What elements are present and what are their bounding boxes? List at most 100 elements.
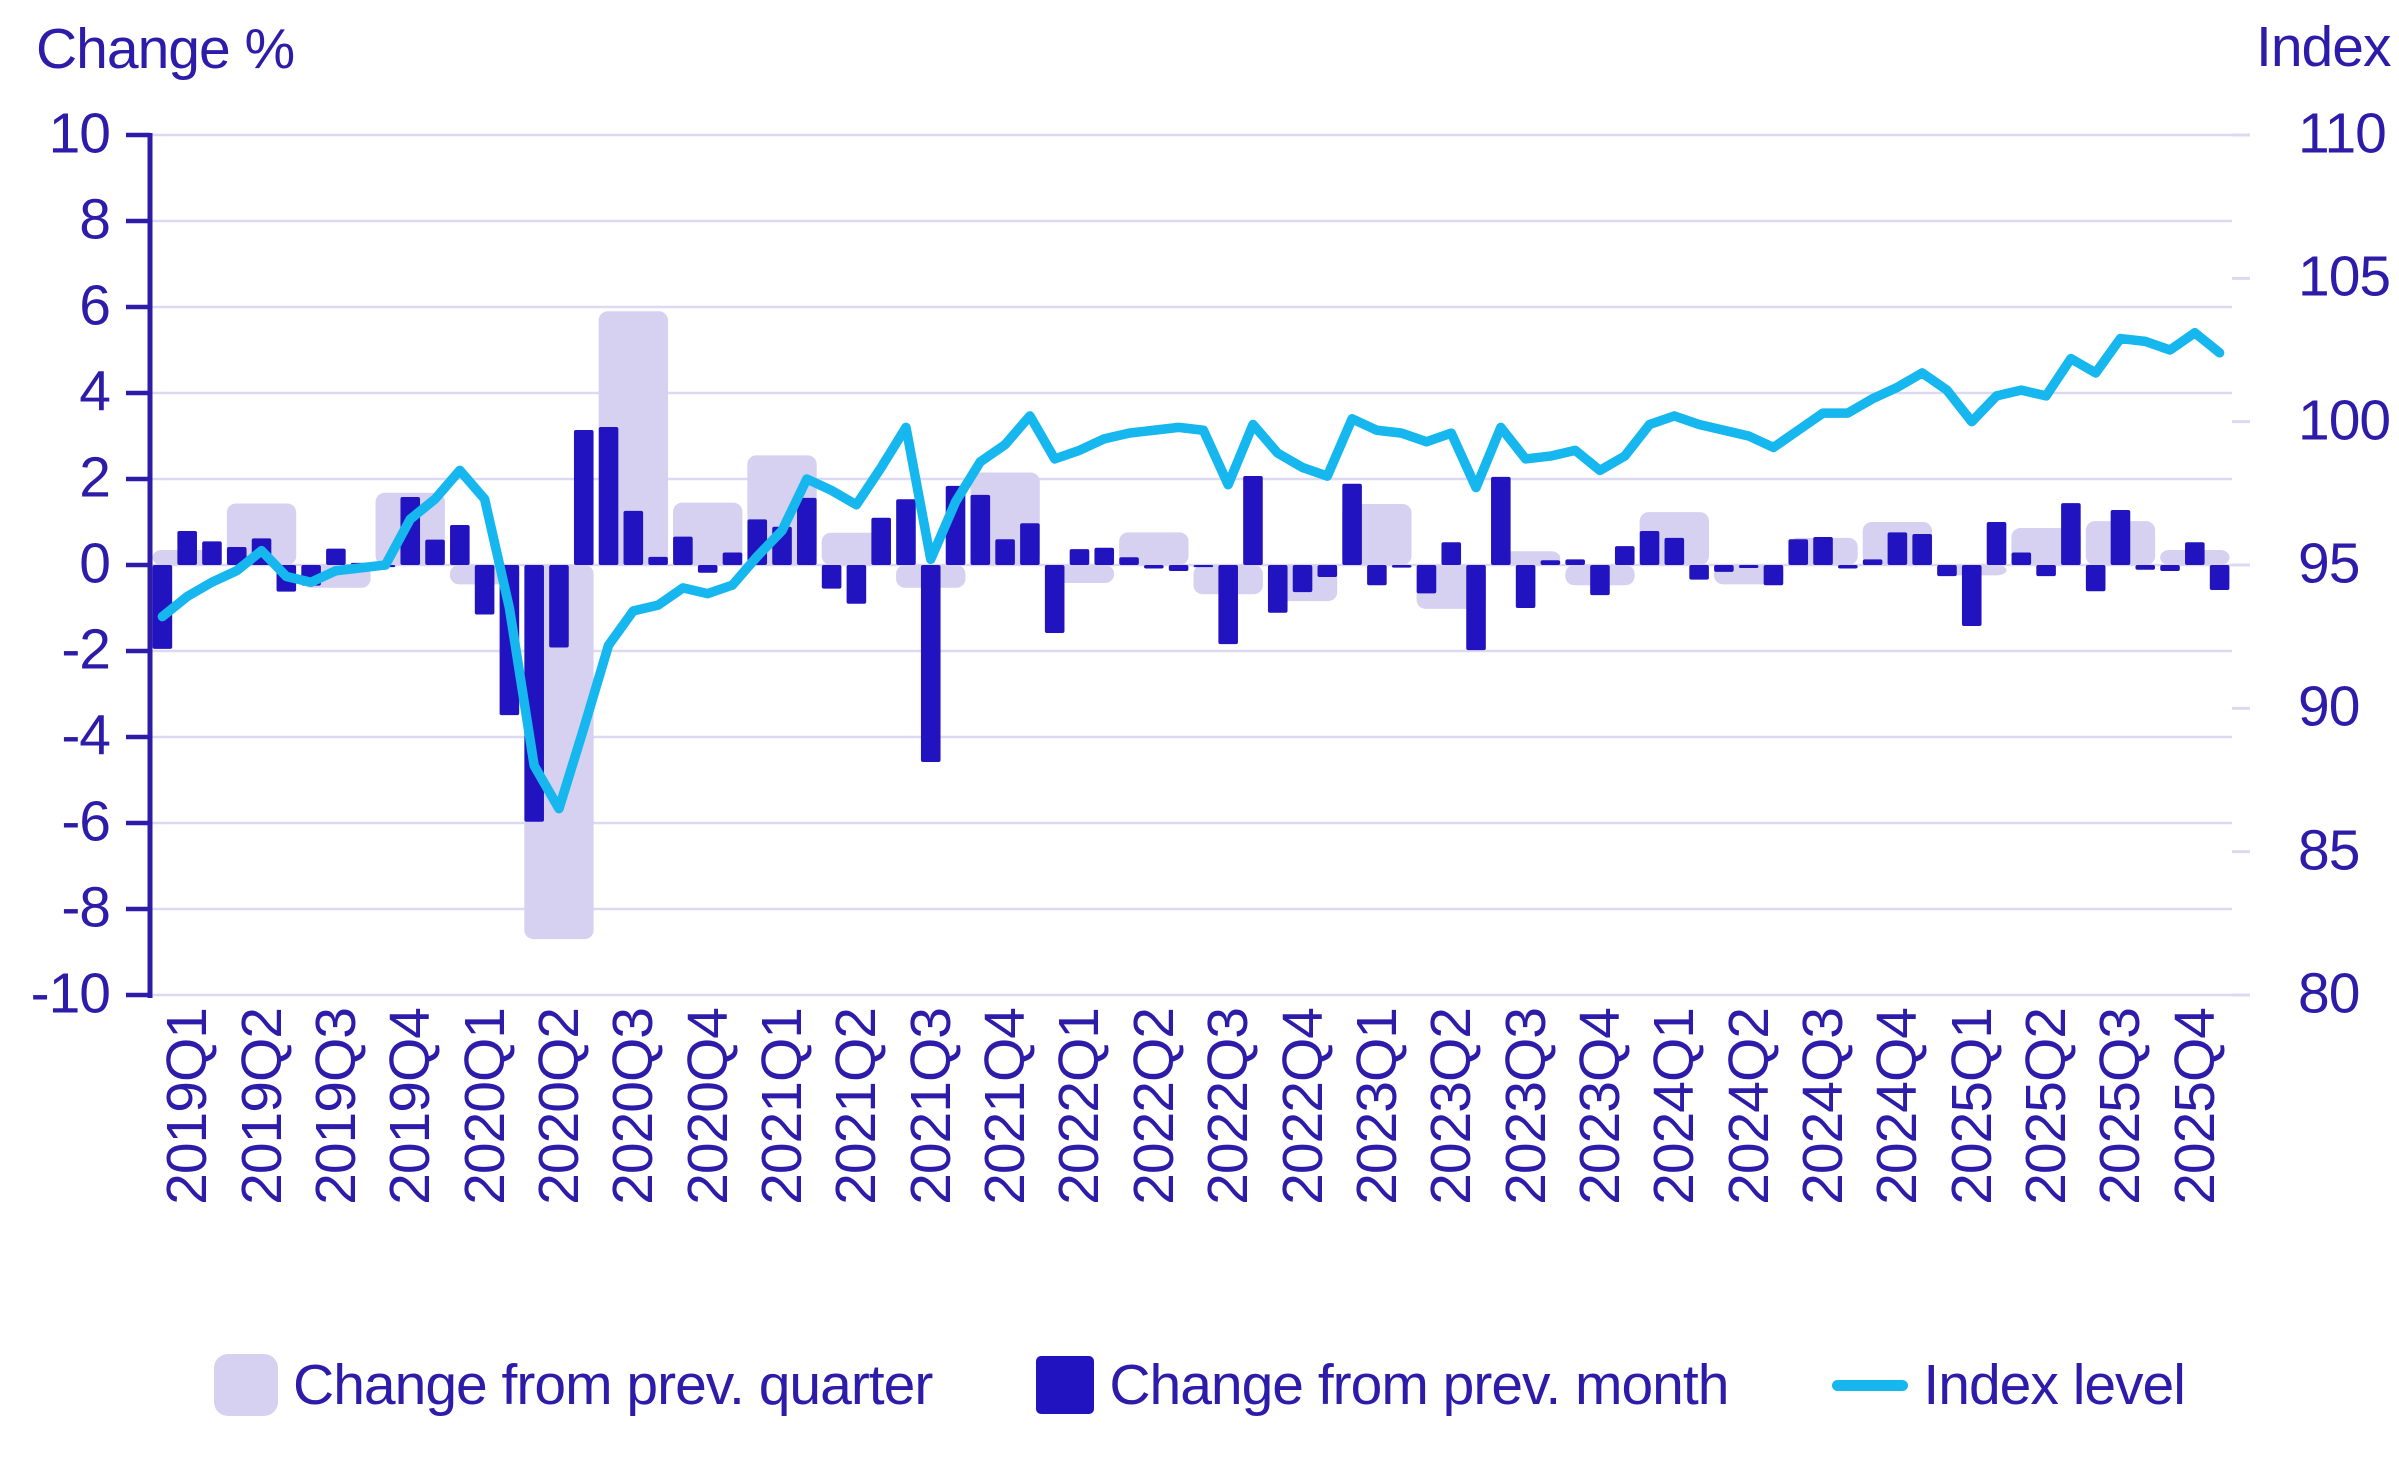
month-bar xyxy=(2160,565,2180,572)
y-left-tick-label: -10 xyxy=(30,961,111,1026)
y-left-tick-label: 2 xyxy=(79,445,111,510)
y-left-tick-label: -6 xyxy=(61,789,111,854)
month-bar xyxy=(2110,509,2131,565)
month-bar xyxy=(970,494,991,565)
month-bar xyxy=(648,556,668,565)
month-bar xyxy=(821,565,842,589)
y-right-tick-label: 85 xyxy=(2298,818,2360,883)
month-bar xyxy=(1664,537,1685,565)
month-bar xyxy=(226,546,247,565)
index-line xyxy=(157,328,2225,814)
y-left-tick-label: -8 xyxy=(61,875,111,940)
month-bar xyxy=(1193,565,1214,568)
month-bar xyxy=(2011,552,2032,565)
month-bar xyxy=(673,536,693,565)
month-bar xyxy=(202,541,222,565)
x-tick-label: 2023Q2 xyxy=(1419,1008,1484,1205)
legend-item-month-change: Change from prev. month xyxy=(1036,1352,1729,1418)
month-bar xyxy=(896,499,916,565)
month-bar xyxy=(474,565,495,615)
y-right-tick-label: 110 xyxy=(2298,101,2387,166)
month-bar xyxy=(722,552,743,565)
month-bar xyxy=(1243,475,1263,565)
x-tick-label: 2020Q2 xyxy=(526,1008,591,1205)
month-bar xyxy=(871,517,891,565)
month-bar xyxy=(920,565,941,762)
x-tick-label: 2025Q4 xyxy=(2162,1008,2227,1205)
month-bar xyxy=(2061,503,2081,565)
month-bar xyxy=(1491,476,1511,565)
x-tick-label: 2019Q1 xyxy=(155,1008,220,1205)
legend-item-index-level: Index level xyxy=(1832,1352,2186,1418)
month-bar xyxy=(1069,549,1090,565)
left-axis xyxy=(126,132,153,998)
month-bar xyxy=(1218,565,1238,645)
month-bar xyxy=(598,426,619,565)
month-bar xyxy=(1515,565,1536,608)
y-left-tick-label: 4 xyxy=(79,359,111,424)
quarterly-change-bars xyxy=(152,311,2230,940)
month-bar xyxy=(1094,547,1115,565)
x-tick-label: 2020Q3 xyxy=(601,1008,666,1205)
x-tick-label: 2022Q1 xyxy=(1047,1008,1112,1205)
x-tick-label: 2019Q2 xyxy=(229,1008,294,1205)
month-bar xyxy=(1788,539,1809,565)
y-left-tick-label: 0 xyxy=(79,531,111,596)
month-bar xyxy=(2185,542,2205,565)
x-tick-label: 2024Q3 xyxy=(1791,1008,1856,1205)
month-bar xyxy=(1044,565,1065,633)
y-left-tick-label: -4 xyxy=(61,703,111,768)
right-axis-title: Index xyxy=(2256,15,2391,79)
x-tick-label: 2025Q2 xyxy=(2014,1008,2079,1205)
month-bar xyxy=(1912,534,1932,565)
legend-item-quarter-change: Change from prev. quarter xyxy=(214,1352,933,1418)
legend-label: Index level xyxy=(1923,1353,2186,1417)
month-bar xyxy=(1342,483,1362,565)
y-right-tick-label: 95 xyxy=(2298,531,2360,596)
x-tick-label: 2025Q3 xyxy=(2088,1008,2153,1205)
x-tick-label: 2019Q3 xyxy=(303,1008,368,1205)
month-bar xyxy=(1367,565,1387,586)
x-tick-label: 2022Q2 xyxy=(1121,1008,1186,1205)
x-tick-label: 2021Q4 xyxy=(973,1008,1038,1205)
month-bar xyxy=(1292,565,1313,593)
month-bar xyxy=(1614,546,1635,565)
x-tick-label: 2025Q1 xyxy=(1939,1008,2004,1205)
month-bar xyxy=(1986,522,2007,565)
y-left-tick-label: -2 xyxy=(61,617,111,682)
left-axis-title: Change % xyxy=(36,17,295,81)
month-bar xyxy=(1689,565,1709,580)
x-tick-label: 2024Q1 xyxy=(1642,1008,1707,1205)
x-tick-label: 2023Q4 xyxy=(1567,1008,1632,1205)
month-bar xyxy=(1961,565,1982,627)
month-bar xyxy=(1540,560,1561,565)
month-bar xyxy=(1168,565,1189,572)
month-bar xyxy=(797,497,817,565)
month-bar xyxy=(549,565,569,648)
x-tick-label: 2023Q3 xyxy=(1493,1008,1558,1205)
x-tick-label: 2021Q3 xyxy=(898,1008,963,1205)
x-tick-label: 2021Q1 xyxy=(750,1008,815,1205)
month-bar xyxy=(1813,537,1833,565)
month-bar xyxy=(1144,565,1164,569)
month-bar xyxy=(1763,565,1784,586)
month-bar xyxy=(1862,559,1883,565)
month-bar xyxy=(1590,565,1610,596)
month-bar xyxy=(846,565,867,604)
x-tick-label: 2021Q2 xyxy=(824,1008,889,1205)
month-bar xyxy=(326,548,346,565)
month-bar xyxy=(1020,523,1040,565)
y-right-tick-label: 105 xyxy=(2298,245,2391,310)
y-right-tick-label: 100 xyxy=(2298,388,2391,453)
y-left-tick-label: 6 xyxy=(79,273,111,338)
month-bar xyxy=(1887,532,1908,565)
y-left-tick-label: 10 xyxy=(48,101,111,166)
month-bar xyxy=(1937,565,1957,577)
x-tick-label: 2019Q4 xyxy=(378,1008,443,1205)
month-bar xyxy=(1714,565,1734,572)
month-bar xyxy=(1317,565,1338,578)
month-bar xyxy=(1565,559,1585,565)
month-bar xyxy=(1441,542,1462,565)
